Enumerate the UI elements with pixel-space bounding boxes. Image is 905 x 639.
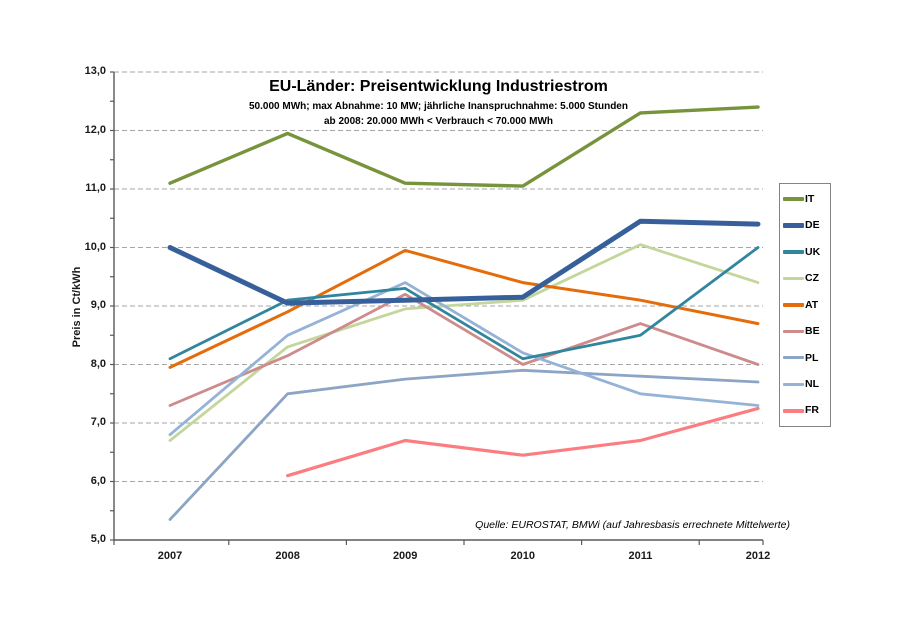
legend-item-AT: AT [783,300,830,311]
legend-label-UK: UK [805,245,821,258]
source-note: Quelle: EUROSTAT, BMWi (auf Jahresbasis … [475,519,790,531]
chart-title: EU-Länder: Preisentwicklung Industriestr… [269,78,608,95]
y-tick-label-8_0: 8,0 [90,357,106,370]
legend-swatch-PL [783,356,804,360]
legend-item-UK: UK [783,247,830,258]
legend-swatch-DE [783,222,804,229]
chart-subtitle-line1: 50.000 MWh; max Abnahme: 10 MW; jährlich… [249,101,628,112]
legend-label-IT: IT [805,192,815,205]
x-tick-label-2012: 2012 [745,550,771,562]
legend-label-PL: PL [805,351,819,364]
y-tick-label-6_0: 6,0 [90,474,106,487]
x-tick-label-2011: 2011 [628,550,653,562]
legend-label-DE: DE [805,219,820,232]
series-line-FR [286,406,760,478]
series-line-BE [168,292,760,407]
legend-item-DE: DE [783,220,830,231]
legend-item-PL: PL [783,353,830,364]
series-line-NL [168,281,760,437]
x-tick-label-2008: 2008 [275,550,300,562]
legend-swatch-FR [783,408,804,413]
legend-item-FR: FR [783,405,830,416]
series-line-IT [168,105,760,188]
legend-label-NL: NL [805,378,819,391]
legend-swatch-IT [783,197,804,202]
y-tick-label-7_0: 7,0 [90,416,106,428]
y-tick-label-11_0: 11,0 [85,182,106,194]
axis-lines [113,72,763,541]
legend: IT DE UK CZ AT BE PL NL FR [779,183,831,427]
legend-item-NL: NL [783,379,830,390]
legend-item-CZ: CZ [783,273,830,284]
x-tick-label-2007: 2007 [157,550,183,562]
series-line-DE [167,218,761,306]
y-tick-label-10_0: 10,0 [84,240,106,253]
chart-subtitle-line2: ab 2008: 20.000 MWh < Verbrauch < 70.000… [324,116,553,127]
legend-item-BE: BE [783,326,830,337]
series-line-PL [168,368,760,521]
legend-label-BE: BE [805,325,820,338]
legend-label-FR: FR [805,404,819,417]
legend-swatch-UK [783,250,804,254]
legend-swatch-NL [783,382,804,386]
legend-swatch-AT [783,303,804,307]
legend-swatch-BE [783,329,804,334]
legend-swatch-CZ [783,276,804,281]
series-line-UK [168,246,760,361]
y-tick-label-12_0: 12,0 [84,123,106,136]
y-tick-label-9_0: 9,0 [90,299,106,311]
y-tick-label-13_0: 13,0 [84,65,106,77]
legend-label-AT: AT [805,298,819,311]
series-line-AT [168,248,760,369]
x-tick-label-2010: 2010 [510,550,536,562]
legend-label-CZ: CZ [805,272,819,285]
y-tick-label-5_0: 5,0 [90,533,106,545]
legend-item-IT: IT [783,194,830,205]
x-tick-label-2009: 2009 [392,550,418,562]
series-line-CZ [168,243,760,442]
